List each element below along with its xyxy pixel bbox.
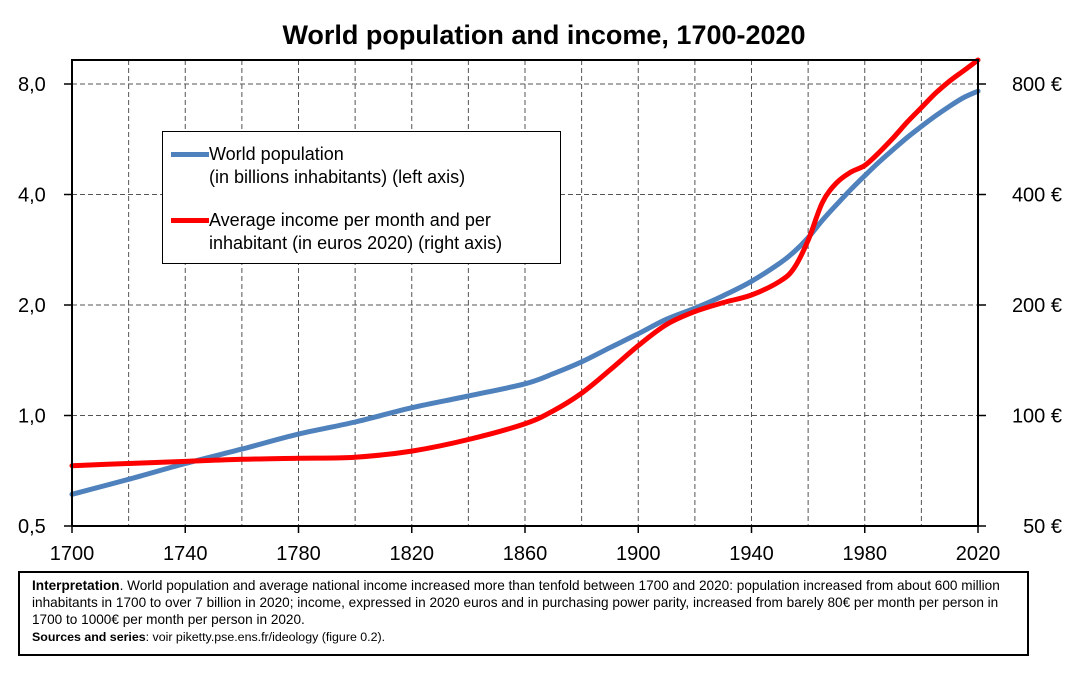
right-tick-label-4: 800 € — [1012, 74, 1062, 96]
legend-label-population: World population — [209, 144, 344, 164]
x-tick-label-8: 2020 — [956, 543, 1001, 565]
right-tick-label-1: 100 € — [1012, 406, 1062, 428]
note-text: . World population and average national … — [32, 578, 1000, 627]
x-tick-label-4: 1860 — [503, 543, 548, 565]
population-line — [69, 88, 981, 497]
right-tick-label-0: 50 € — [1023, 516, 1062, 538]
chart-canvas: 0,5 1,0 2,0 4,0 8,0 50 € 100 € 200 € 400 € 800 €… — [18, 57, 1062, 565]
legend: World population (in billions inhabitant… — [162, 131, 561, 264]
right-axis-ticks: 50 € 100 € 200 € 400 € 800 € — [978, 74, 1062, 538]
legend-label-income: Average income per month and per — [209, 210, 491, 230]
x-tick-label-1: 1740 — [163, 543, 208, 565]
legend-swatch-population — [171, 152, 209, 157]
legend-swatch-income — [171, 218, 209, 223]
sources-text: : voir piketty.pse.ens.fr/ideology (figu… — [145, 630, 386, 644]
vertical-gridlines — [128, 60, 922, 526]
x-tick-label-2: 1780 — [276, 543, 321, 565]
left-tick-label-4: 8,0 — [18, 74, 46, 96]
x-tick-label-3: 1820 — [390, 543, 435, 565]
right-tick-label-2: 200 € — [1012, 295, 1062, 317]
left-tick-label-0: 0,5 — [18, 516, 46, 538]
x-tick-label-6: 1940 — [729, 543, 774, 565]
right-tick-label-3: 400 € — [1012, 185, 1062, 207]
left-tick-label-2: 2,0 — [18, 295, 46, 317]
legend-detail-population: (in billions inhabitants) (left axis) — [209, 167, 466, 187]
x-tick-label-7: 1980 — [843, 543, 888, 565]
x-tick-label-0: 1700 — [50, 543, 95, 565]
x-axis-ticks: 1700 1740 1780 1820 1860 1900 1940 1980 2020 — [50, 526, 1001, 565]
left-tick-label-1: 1,0 — [18, 406, 46, 428]
sources-label: Sources and series — [32, 630, 146, 644]
interpretation-note: Interpretation. World population and ave… — [18, 571, 1029, 656]
left-tick-label-3: 4,0 — [18, 185, 46, 207]
left-axis-ticks: 0,5 1,0 2,0 4,0 8,0 — [18, 74, 72, 538]
income-line — [69, 57, 981, 469]
note-label: Interpretation — [32, 578, 120, 593]
legend-detail-income: inhabitant (in euros 2020) (right axis) — [209, 233, 503, 253]
chart-title: World population and income, 1700-2020 — [282, 20, 806, 50]
x-tick-label-5: 1900 — [616, 543, 661, 565]
